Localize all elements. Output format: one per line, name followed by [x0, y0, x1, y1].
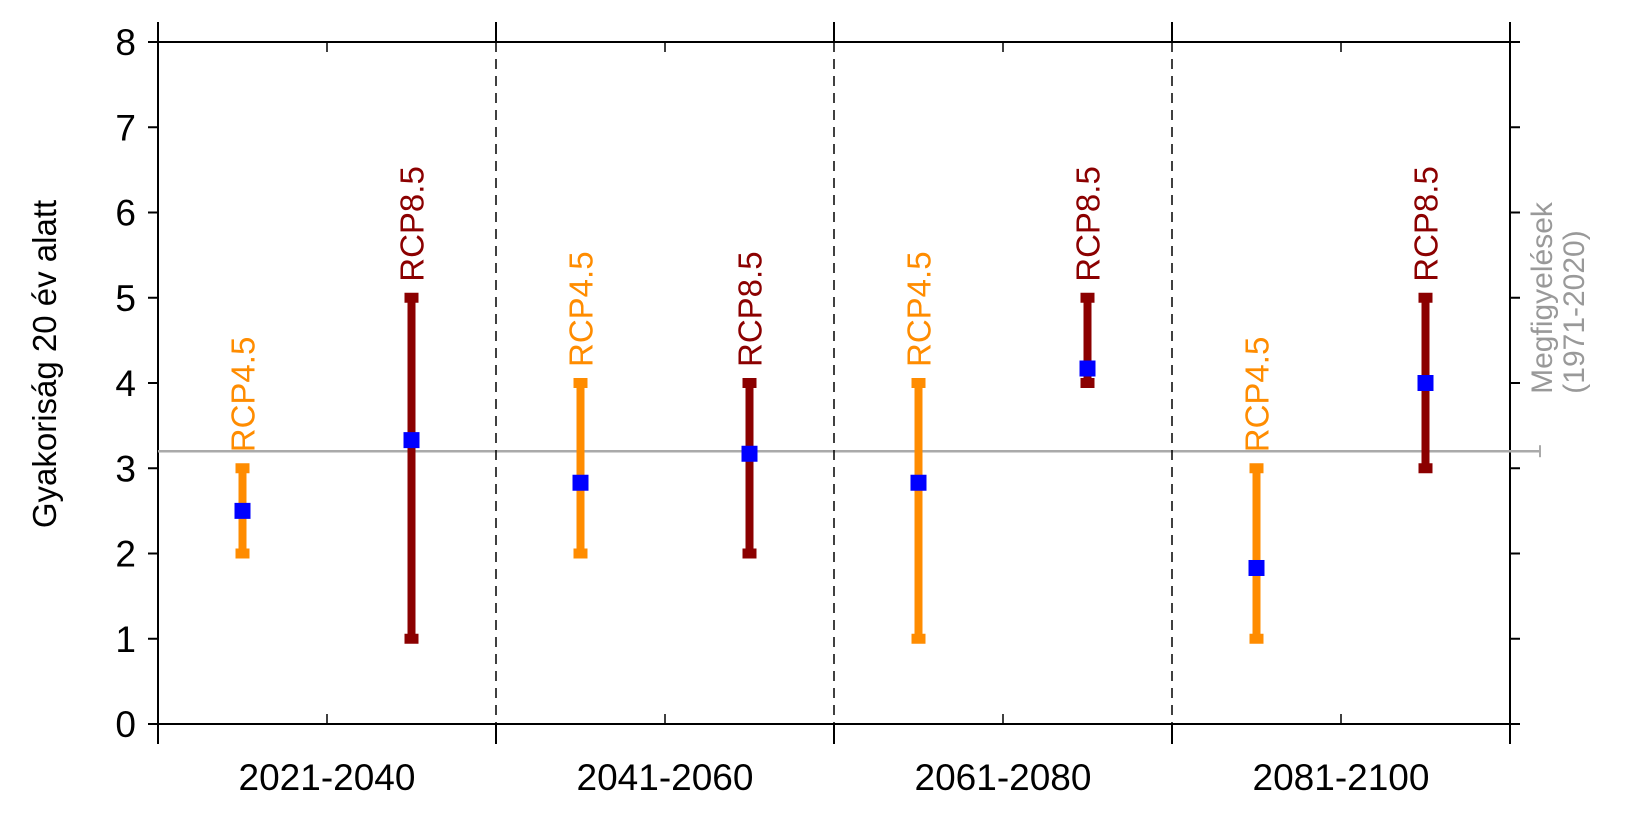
series-label: RCP4.5: [225, 337, 262, 453]
y-tick-label: 8: [115, 22, 136, 63]
mean-marker: [1248, 559, 1265, 576]
range-cap-max: [235, 463, 250, 474]
chart-text: Gyakoriság 20 év alatt Megfigyelések (19…: [26, 200, 1591, 528]
range-cap-min: [911, 633, 926, 644]
y-axis-label: Gyakoriság 20 év alatt: [26, 200, 63, 528]
y-tick-label: 2: [115, 534, 136, 575]
series-label: RCP8.5: [732, 251, 769, 367]
x-tick-label: 2021-2040: [239, 757, 416, 798]
x-tick-label: 2061-2080: [915, 757, 1092, 798]
series-label: RCP4.5: [563, 251, 600, 367]
x-tick-label: 2081-2100: [1253, 757, 1430, 798]
y-tick-label: 3: [115, 448, 136, 489]
series-label: RCP8.5: [1408, 166, 1445, 282]
mean-marker: [1079, 360, 1096, 377]
mean-marker: [1417, 375, 1434, 391]
range-cap-min: [573, 548, 588, 559]
series-label: RCP4.5: [1239, 337, 1276, 453]
y-tick-label: 5: [115, 278, 136, 319]
mean-marker: [572, 474, 589, 491]
y-tick-label: 7: [115, 107, 136, 148]
plot-area: [157, 41, 1541, 725]
y-tick-label: 1: [115, 619, 136, 660]
y-tick-label: 6: [115, 193, 136, 234]
range-cap-max: [911, 378, 926, 388]
range-cap-min: [404, 633, 419, 644]
axes: 0 1 2 3 4 5 6 7 8 2021-2040 2041-2060 2061-2080 2081…: [115, 22, 1520, 798]
mean-marker: [910, 474, 927, 491]
range-cap-min: [235, 548, 250, 559]
range-cap-min: [1418, 463, 1433, 474]
range-cap-max: [1080, 292, 1095, 303]
mean-marker: [403, 432, 420, 449]
x-tick-label: 2041-2060: [577, 757, 754, 798]
range-cap-max: [1249, 463, 1264, 474]
y-tick-label: 4: [115, 363, 136, 404]
range-cap-max: [1418, 292, 1433, 303]
range-cap-min: [1249, 633, 1264, 644]
series-label: RCP4.5: [901, 251, 938, 367]
reference-line-label-1: Megfigyelések: [1526, 201, 1559, 394]
range-cap-min: [1080, 378, 1095, 388]
range-cap-max: [404, 292, 419, 303]
range-cap-max: [573, 378, 588, 388]
reference-line-label-2: (1971-2020): [1558, 230, 1591, 393]
series-label: RCP8.5: [394, 166, 431, 282]
range-cap-min: [742, 548, 757, 559]
y-tick-label: 0: [115, 704, 136, 745]
mean-marker: [741, 445, 758, 462]
range-cap-max: [742, 378, 757, 388]
series-label: RCP8.5: [1070, 166, 1107, 282]
mean-marker: [234, 502, 251, 519]
data-marks: RCP4.5 RCP4.5 RCP4.5 RCP4.5 RCP8.5 RCP8.5 RCP8…: [225, 166, 1445, 644]
